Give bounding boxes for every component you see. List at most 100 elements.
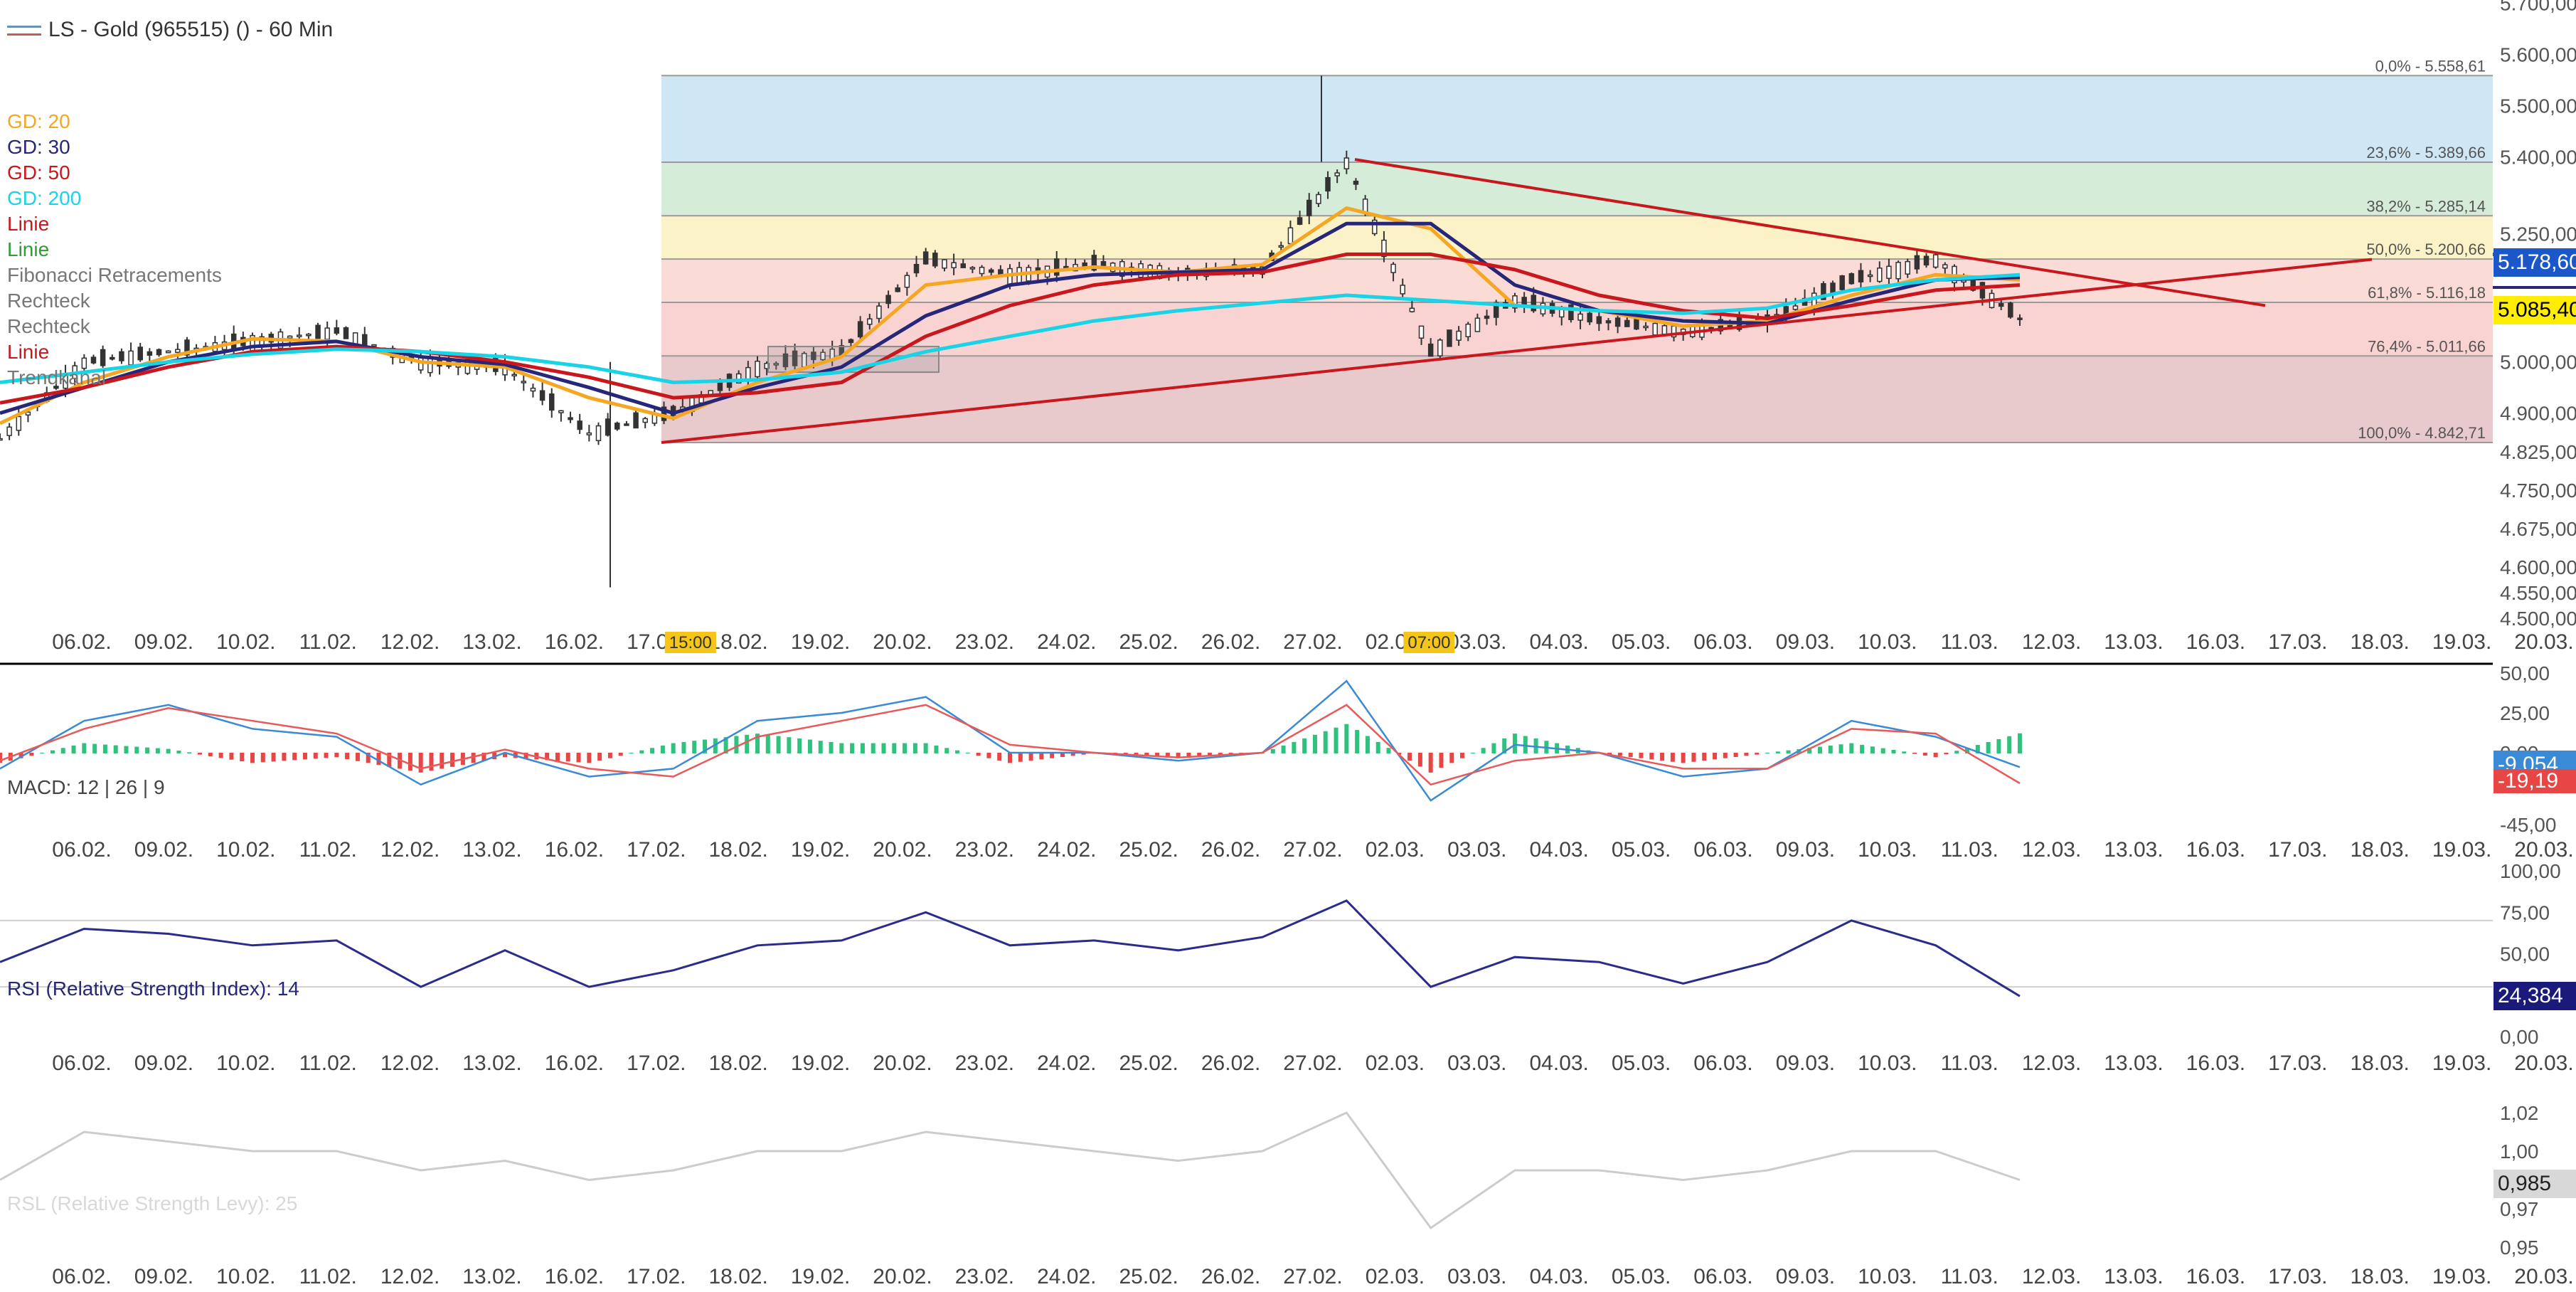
- y-tick-label: 4.550,00: [2500, 582, 2576, 604]
- legend-item[interactable]: GD: 20: [7, 110, 70, 132]
- candle-body: [25, 411, 31, 416]
- y-tick-label: 4.500,00: [2500, 608, 2576, 630]
- rsi-line: [0, 899, 2021, 997]
- x-tick-label: 06.03.: [1693, 838, 1752, 862]
- moving-average-line: [0, 272, 2021, 384]
- candle-body: [1334, 172, 1340, 176]
- x-tick-label: 13.02.: [462, 1265, 521, 1288]
- fib-band: [661, 162, 2493, 216]
- macd-line: [0, 679, 2021, 802]
- macd-label[interactable]: MACD: 12 | 26 | 9: [7, 776, 165, 798]
- macd-histogram-bar: [587, 753, 592, 763]
- x-tick-label: 18.03.: [2350, 630, 2409, 654]
- macd-histogram-bar: [1786, 750, 1791, 753]
- legend-item[interactable]: GD: 200: [7, 187, 82, 209]
- legend-item[interactable]: Linie: [7, 341, 50, 363]
- macd-histogram-bar: [1744, 753, 1749, 756]
- macd-histogram-bar: [829, 741, 834, 753]
- macd-histogram-bar: [1449, 753, 1454, 763]
- candle-body: [885, 295, 891, 305]
- macd-histogram-bar: [1050, 753, 1055, 758]
- x-tick-label: 12.03.: [2022, 1052, 2081, 1075]
- legend-item[interactable]: Rechteck: [7, 290, 90, 312]
- macd-histogram-bar: [681, 741, 686, 753]
- macd-histogram-bar: [976, 753, 981, 756]
- candle-body: [1418, 325, 1425, 339]
- macd-histogram-bar: [471, 753, 476, 763]
- legend-item[interactable]: GD: 30: [7, 136, 70, 158]
- candle-body: [306, 333, 312, 337]
- x-tick-label: 06.02.: [52, 838, 111, 862]
- macd-histogram-bar: [1954, 751, 1959, 753]
- macd-histogram-bar: [1838, 744, 1843, 753]
- x-tick-label: 16.03.: [2186, 1052, 2245, 1075]
- fib-level-label: 0,0% - 5.558,61: [2375, 57, 2486, 75]
- trend-line: [1354, 158, 2266, 307]
- legend-item[interactable]: Linie: [7, 213, 50, 235]
- candle-body: [979, 266, 985, 275]
- macd-histogram-bar: [1081, 753, 1086, 755]
- y-tick-label: 5.600,00: [2500, 43, 2576, 65]
- x-tick-label: 05.03.: [1612, 630, 1671, 654]
- x-tick-label: 16.02.: [545, 630, 604, 654]
- macd-histogram-bar: [1933, 753, 1938, 758]
- x-tick-label: 19.03.: [2432, 1265, 2491, 1288]
- legend-item[interactable]: Linie: [7, 238, 50, 260]
- candle-body: [1661, 325, 1668, 335]
- x-tick-label: 05.03.: [1612, 838, 1671, 862]
- macd-histogram-bar: [1944, 753, 1949, 755]
- x-tick-label: 16.03.: [2186, 838, 2245, 862]
- macd-histogram-bar: [1975, 745, 1980, 753]
- candle-body: [1923, 255, 1930, 266]
- candle-body: [53, 386, 59, 389]
- legend-item[interactable]: Rechteck: [7, 315, 90, 337]
- legend-item[interactable]: Fibonacci Retracements: [7, 264, 222, 286]
- macd-histogram-bar: [650, 748, 655, 753]
- macd-histogram-bar: [102, 744, 107, 753]
- macd-histogram-bar: [82, 743, 87, 753]
- x-tick-label: 17.02.: [627, 838, 686, 862]
- candle-body: [1643, 325, 1649, 329]
- candle-body: [1456, 330, 1462, 341]
- macd-histogram-bar: [1828, 745, 1833, 753]
- macd-histogram-bar: [260, 753, 265, 763]
- candle-body: [1091, 255, 1097, 271]
- macd-histogram-bar: [1060, 753, 1065, 758]
- candle-body: [1409, 307, 1415, 312]
- fib-level-label: 38,2% - 5.285,14: [2366, 197, 2486, 215]
- macd-histogram-bar: [1417, 753, 1422, 767]
- legend-item[interactable]: Trendkanal: [7, 366, 107, 388]
- candle-body: [624, 423, 629, 426]
- x-tick-label: 16.02.: [545, 838, 604, 862]
- x-tick-label: 12.02.: [380, 1265, 440, 1288]
- candle-body: [642, 418, 648, 423]
- candle-body: [1465, 323, 1471, 337]
- macd-histogram-bar: [776, 736, 781, 753]
- macd-histogram-bar: [1460, 753, 1465, 758]
- x-tick-label: 11.03.: [1941, 1052, 1998, 1075]
- candle-body: [362, 334, 368, 346]
- candle-body: [1895, 262, 1901, 280]
- macd-histogram-bar: [29, 753, 34, 756]
- candle-body: [633, 412, 639, 429]
- rsi-label[interactable]: RSI (Relative Strength Index): 14: [7, 978, 299, 1000]
- x-tick-label: 09.03.: [1776, 1265, 1835, 1288]
- macd-histogram-bar: [1281, 745, 1286, 753]
- candle-body: [1287, 227, 1294, 245]
- fib-band: [661, 75, 2493, 162]
- macd-histogram-bar: [755, 734, 760, 753]
- macd-histogram-bar: [1165, 753, 1170, 757]
- x-tick-label: 18.03.: [2350, 1265, 2409, 1288]
- x-tick-label: 06.02.: [52, 630, 111, 654]
- fib-level-label: 23,6% - 5.389,66: [2366, 144, 2486, 162]
- trend-line: [661, 258, 2373, 444]
- rsl-label[interactable]: RSL (Relative Strength Levy): 25: [7, 1192, 298, 1214]
- macd-histogram-bar: [366, 753, 371, 763]
- macd-histogram-bar: [671, 743, 676, 753]
- macd-histogram-bar: [1849, 743, 1854, 753]
- legend-item[interactable]: GD: 50: [7, 162, 70, 184]
- macd-histogram-bar: [1481, 748, 1486, 753]
- macd-histogram-bar: [1639, 753, 1644, 758]
